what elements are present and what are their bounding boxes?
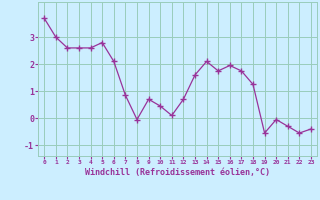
X-axis label: Windchill (Refroidissement éolien,°C): Windchill (Refroidissement éolien,°C) xyxy=(85,168,270,177)
